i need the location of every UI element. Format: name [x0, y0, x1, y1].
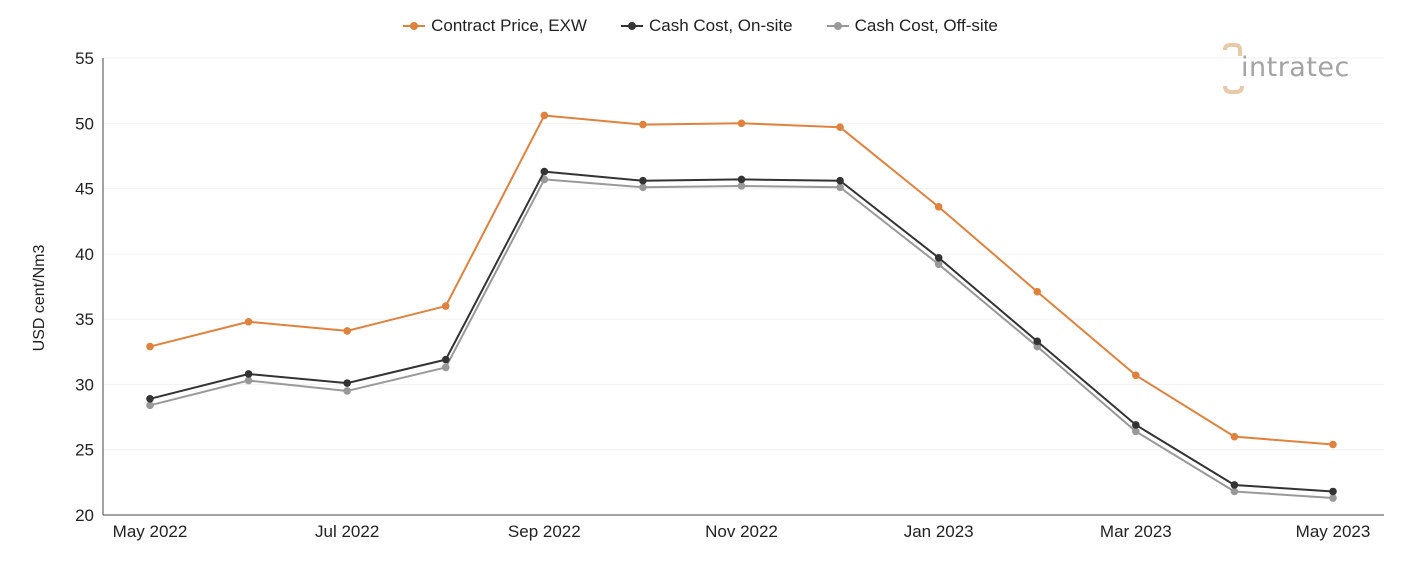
data-point: [1033, 342, 1042, 351]
y-tick-label: 40: [75, 245, 94, 264]
y-tick-labels: 20 25 30 35 40 45 50 55: [75, 49, 94, 525]
legend-label: Cash Cost, On-site: [648, 16, 793, 35]
x-tick-label: Mar 2023: [1100, 522, 1172, 541]
data-point: [540, 111, 549, 120]
x-tick-label: Jan 2023: [904, 522, 974, 541]
data-point: [639, 183, 647, 192]
data-point: [1329, 494, 1337, 502]
data-point: [737, 182, 746, 190]
series-lines: [146, 111, 1337, 502]
data-point: [737, 119, 746, 128]
y-tick-label: 50: [75, 114, 94, 133]
y-tick-label: 35: [75, 310, 94, 329]
x-tick-label: Sep 2022: [508, 522, 581, 541]
data-point: [639, 176, 647, 185]
gridlines: [103, 57, 1384, 451]
data-point: [540, 167, 549, 176]
data-point: [934, 203, 943, 211]
legend-item: Cash Cost, On-site: [620, 16, 793, 36]
y-tick-label: 30: [75, 375, 94, 394]
x-tick-label: Nov 2022: [705, 522, 778, 541]
data-point: [441, 355, 450, 364]
legend: Contract Price, EXW Cash Cost, On-site Cas…: [0, 16, 1401, 36]
y-tick-label: 45: [75, 180, 94, 199]
data-point: [836, 123, 844, 132]
data-point: [540, 175, 549, 184]
intratec-logo-mark-icon: [1223, 43, 1244, 94]
legend-marker-icon: [620, 20, 643, 32]
data-point: [1329, 487, 1337, 496]
x-tick-labels: May 2022 Jul 2022 Sep 2022 Nov 2022 Jan 2023…: [113, 522, 1371, 541]
data-point: [146, 394, 154, 403]
series-contract-price-exw: [146, 111, 1337, 449]
data-point: [1230, 487, 1239, 496]
data-point: [343, 327, 351, 335]
data-point: [1230, 481, 1239, 489]
data-point: [737, 175, 746, 184]
x-tick-label: Jul 2022: [315, 522, 379, 541]
data-point: [934, 260, 943, 269]
legend-marker-icon: [403, 20, 426, 32]
y-axis-title: USD cent/Nm3: [31, 245, 48, 352]
series-line: [149, 114, 1334, 446]
data-point: [244, 370, 253, 378]
intratec-logo: intratec: [1221, 42, 1371, 98]
x-tick-label: May 2022: [113, 522, 188, 541]
y-tick-label: 25: [75, 441, 94, 460]
legend-label: Contract Price, EXW: [431, 16, 587, 35]
data-point: [343, 379, 351, 387]
data-point: [343, 387, 351, 395]
intratec-logo-text: intratec: [1241, 52, 1350, 83]
data-point: [146, 342, 154, 351]
data-point: [836, 176, 844, 185]
data-point: [146, 401, 154, 410]
series-cash-cost-off-site: [146, 175, 1337, 502]
axes: [102, 58, 1384, 516]
data-point: [244, 317, 253, 326]
legend-label: Cash Cost, Off-site: [854, 16, 998, 35]
series-line: [149, 178, 1334, 500]
series-cash-cost-on-site: [146, 167, 1337, 496]
y-tick-label: 55: [75, 49, 94, 68]
data-point: [1329, 440, 1337, 449]
y-tick-label: 20: [75, 506, 94, 525]
x-tick-label: May 2023: [1296, 522, 1371, 541]
data-point: [1033, 337, 1042, 346]
legend-marker-icon: [826, 20, 849, 32]
data-point: [1132, 371, 1140, 380]
data-point: [639, 120, 647, 129]
data-point: [836, 183, 844, 192]
data-point: [441, 363, 450, 372]
legend-item: Contract Price, EXW: [403, 16, 587, 36]
data-point: [1132, 421, 1140, 429]
data-point: [244, 376, 253, 385]
data-point: [441, 302, 450, 310]
data-point: [1132, 427, 1140, 436]
data-point: [1230, 432, 1239, 441]
data-point: [934, 253, 943, 262]
data-point: [1033, 287, 1042, 296]
legend-item: Cash Cost, Off-site: [826, 16, 998, 36]
